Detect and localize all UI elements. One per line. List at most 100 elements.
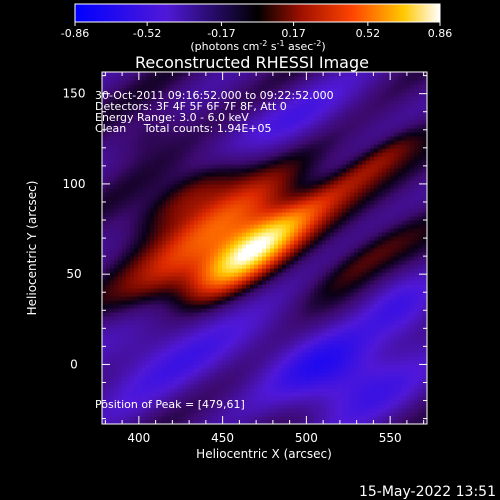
heatmap-cell — [182, 100, 187, 105]
heatmap-cell — [282, 196, 287, 201]
heatmap-cell — [106, 172, 111, 177]
heatmap-cell — [190, 392, 195, 397]
heatmap-cell — [186, 292, 191, 297]
heatmap-cell — [218, 264, 223, 269]
heatmap-cell — [170, 224, 175, 229]
heatmap-cell — [274, 208, 279, 213]
heatmap-cell — [302, 252, 307, 257]
heatmap-cell — [230, 84, 235, 89]
heatmap-cell — [282, 220, 287, 225]
heatmap-cell — [230, 216, 235, 221]
heatmap-cell — [102, 360, 107, 365]
heatmap-cell — [102, 124, 107, 129]
heatmap-cell — [134, 384, 139, 389]
heatmap-cell — [206, 96, 211, 101]
heatmap-cell — [150, 316, 155, 321]
heatmap-cell — [254, 340, 259, 345]
heatmap-cell — [118, 200, 123, 205]
heatmap-cell — [218, 272, 223, 277]
heatmap-cell — [294, 280, 299, 285]
heatmap-cell — [126, 204, 131, 209]
heatmap-cell — [270, 104, 275, 109]
heatmap-cell — [230, 204, 235, 209]
heatmap-cell — [206, 280, 211, 285]
heatmap-cell — [218, 180, 223, 185]
heatmap-cell — [222, 264, 227, 269]
heatmap-cell — [154, 320, 159, 325]
heatmap-cell — [190, 120, 195, 125]
heatmap-cell — [250, 404, 255, 409]
heatmap-cell — [126, 92, 131, 97]
heatmap-cell — [294, 112, 299, 117]
heatmap-cell — [222, 192, 227, 197]
heatmap-cell — [218, 404, 223, 409]
heatmap-cell — [286, 76, 291, 81]
heatmap-cell — [210, 396, 215, 401]
heatmap-cell — [118, 236, 123, 241]
heatmap-cell — [314, 364, 319, 369]
heatmap-cell — [170, 312, 175, 317]
heatmap-cell — [126, 112, 131, 117]
heatmap-cell — [318, 180, 323, 185]
heatmap-cell — [210, 80, 215, 85]
heatmap-cell — [158, 148, 163, 153]
heatmap-cell — [326, 420, 331, 424]
heatmap-cell — [266, 360, 271, 365]
heatmap-cell — [182, 124, 187, 129]
heatmap-cell — [238, 168, 243, 173]
heatmap-cell — [126, 140, 131, 145]
heatmap-cell — [302, 308, 307, 313]
heatmap-cell — [294, 124, 299, 129]
heatmap-cell — [270, 396, 275, 401]
heatmap-cell — [314, 208, 319, 213]
heatmap-cell — [150, 420, 155, 424]
heatmap-cell — [170, 304, 175, 309]
heatmap-cell — [118, 348, 123, 353]
heatmap-cell — [246, 156, 251, 161]
heatmap-cell — [118, 196, 123, 201]
heatmap-cell — [122, 96, 127, 101]
heatmap-cell — [106, 308, 111, 313]
heatmap-cell — [102, 356, 107, 361]
heatmap-cell — [182, 304, 187, 309]
heatmap-cell — [290, 148, 295, 153]
heatmap-cell — [198, 168, 203, 173]
heatmap-cell — [194, 400, 199, 405]
heatmap-cell — [134, 284, 139, 289]
heatmap-cell — [126, 396, 131, 401]
heatmap-cell — [150, 400, 155, 405]
heatmap-cell — [198, 256, 203, 261]
heatmap-cell — [130, 344, 135, 349]
heatmap-cell — [294, 420, 299, 424]
heatmap-cell — [226, 176, 231, 181]
heatmap-cell — [174, 76, 179, 81]
heatmap-cell — [238, 336, 243, 341]
heatmap-cell — [222, 256, 227, 261]
heatmap-cell — [114, 180, 119, 185]
heatmap-cell — [302, 164, 307, 169]
heatmap-cell — [138, 308, 143, 313]
heatmap-cell — [294, 316, 299, 321]
heatmap-cell — [258, 176, 263, 181]
heatmap-cell — [102, 216, 107, 221]
heatmap-cell — [298, 320, 303, 325]
heatmap-cell — [118, 256, 123, 261]
heatmap-cell — [326, 392, 331, 397]
heatmap-cell — [122, 132, 127, 137]
heatmap-cell — [282, 168, 287, 173]
heatmap-cell — [298, 148, 303, 153]
heatmap-cell — [258, 196, 263, 201]
heatmap-cell — [254, 328, 259, 333]
heatmap-cell — [154, 356, 159, 361]
heatmap-cell — [118, 84, 123, 89]
heatmap-cell — [198, 144, 203, 149]
heatmap-cell — [274, 176, 279, 181]
heatmap-cell — [314, 260, 319, 265]
heatmap-cell — [250, 396, 255, 401]
heatmap-cell — [126, 248, 131, 253]
heatmap-cell — [218, 416, 223, 421]
heatmap-cell — [158, 412, 163, 417]
heatmap-cell — [262, 316, 267, 321]
heatmap-cell — [298, 372, 303, 377]
heatmap-cell — [254, 408, 259, 413]
